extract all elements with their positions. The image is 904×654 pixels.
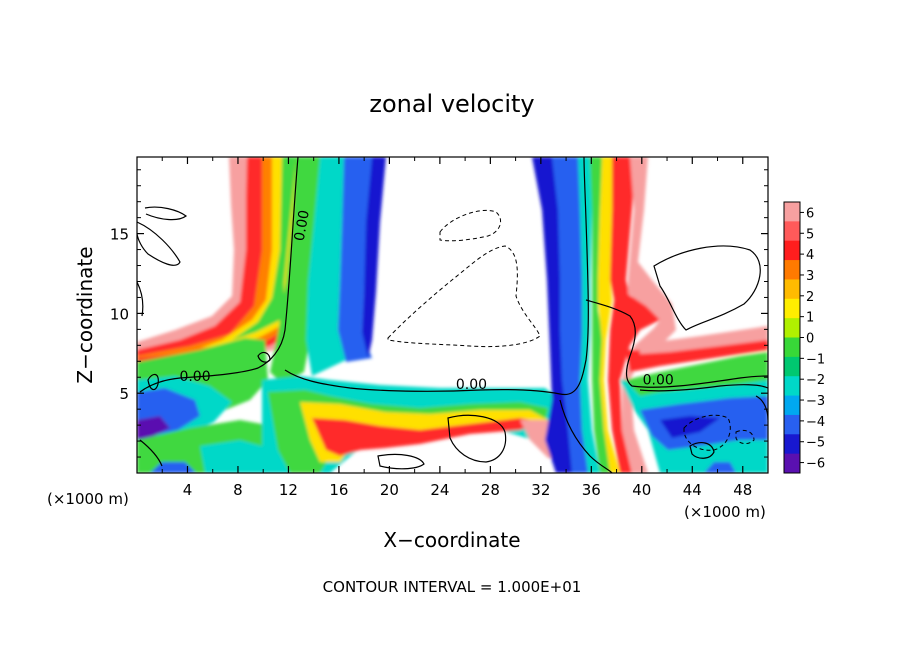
field-band-lower-right-green xyxy=(625,352,768,396)
field-band-lower-right-violet xyxy=(660,416,720,438)
colorbar-swatch xyxy=(784,318,800,338)
plot-frame xyxy=(136,156,769,474)
contour-lines xyxy=(137,157,768,473)
colorbar-tick-label: 4 xyxy=(806,248,814,263)
colorbar-swatch xyxy=(784,202,800,222)
x-tick-label: 24 xyxy=(430,481,449,499)
colorbar-tick-label: −1 xyxy=(806,352,825,367)
contour-upper-left-inner xyxy=(144,206,188,221)
x-tick-label: 48 xyxy=(733,481,752,499)
contour-label: 0.00 xyxy=(643,372,674,388)
field-band-lower-left-cyan xyxy=(200,440,262,473)
colorbar-tick-label: 0 xyxy=(806,332,814,347)
contour-label: 0.00 xyxy=(179,369,210,385)
contour-label: 0.00 xyxy=(456,377,487,393)
colorbar-swatch xyxy=(784,376,800,397)
contour-labels: 0.00 0.00 0.00 0.00 xyxy=(179,209,673,393)
field-band-right-column-pink xyxy=(622,157,676,473)
x-tick-label: 20 xyxy=(380,481,399,499)
field-band-right-column-green xyxy=(590,157,612,473)
colorbar-swatch xyxy=(784,298,800,319)
contour-right-upper-loop xyxy=(653,245,761,331)
colorbar-swatch xyxy=(784,279,800,300)
field-band-left-plume-green xyxy=(232,157,296,340)
contour-lower-left-edge xyxy=(139,439,163,467)
colorbar-swatch xyxy=(784,240,800,261)
colorbar-tick-label: −3 xyxy=(806,394,825,409)
y-axis-label: Z−coordinate xyxy=(73,246,97,383)
field-band-central-column-blue xyxy=(338,157,374,362)
x-tick-label: 32 xyxy=(531,481,550,499)
x-tick-label: 12 xyxy=(279,481,298,499)
colorbar-tick-label: 2 xyxy=(806,290,814,305)
colorbar-swatch xyxy=(784,453,800,474)
field-band-right-column-blue xyxy=(552,157,590,473)
x-tick-label: 44 xyxy=(683,481,702,499)
contour-zero-shear-layer xyxy=(284,157,589,396)
colorbar-tick-label: −2 xyxy=(806,373,825,388)
colorbar-tick-label: −6 xyxy=(806,457,825,472)
colorbar-swatch xyxy=(784,221,800,242)
contour-zero-left-plume xyxy=(139,157,299,393)
colorbar-tick-label: 1 xyxy=(806,311,814,326)
contour-right-lower-loop xyxy=(639,384,768,392)
colorbar-swatch xyxy=(784,414,800,435)
colorbar-tick-label: 5 xyxy=(806,227,814,242)
x-tick-label: 8 xyxy=(233,481,243,499)
x-unit-label-right: (×1000 m) xyxy=(684,503,766,521)
colorbar-tick-label: 3 xyxy=(806,269,814,284)
field-band-right-column-yellow xyxy=(598,157,620,473)
x-tick-label: 28 xyxy=(481,481,500,499)
dashed-contour-upper xyxy=(439,209,502,242)
field-band-upper-right-red xyxy=(626,336,768,372)
chart-title: zonal velocity xyxy=(369,90,534,118)
x-axis: 4 8 12 16 20 24 28 32 36 40 44 48 xyxy=(161,157,752,499)
x-tick-label: 36 xyxy=(582,481,601,499)
field-band-shear-layer-red xyxy=(312,418,540,456)
colorbar-swatch xyxy=(784,337,800,358)
dashed-contour-center xyxy=(387,245,541,348)
y-axis: 5 10 15 xyxy=(110,169,768,458)
contour-center-lower-loop xyxy=(447,414,507,463)
x-unit-label-left: (×1000 m) xyxy=(47,490,129,508)
x-tick-label: 40 xyxy=(632,481,651,499)
field-band-central-column-cyan xyxy=(306,157,346,376)
contour-left-small-loop xyxy=(257,351,271,363)
negative-contour-lines xyxy=(387,209,755,451)
field-band-central-column-violet xyxy=(362,157,386,358)
colorbar-swatch xyxy=(784,260,800,280)
contour-lower-right-small xyxy=(689,442,715,459)
field-band-right-column-cyan xyxy=(578,157,600,473)
field-band-right-column-red xyxy=(608,157,660,473)
x-axis-label: X−coordinate xyxy=(383,528,520,552)
contour-label: 0.00 xyxy=(292,209,313,242)
contour-upper-left-outer xyxy=(137,221,181,266)
y-tick-label: 15 xyxy=(110,226,129,244)
contour-zero-lower-center xyxy=(559,399,613,473)
x-tick-label: 4 xyxy=(183,481,193,499)
dashed-contour-lower-right-small xyxy=(735,429,755,445)
colorbar-swatch xyxy=(784,356,800,377)
field-band-upper-right-pink xyxy=(640,326,768,354)
colorbar-tick-label: −5 xyxy=(806,436,825,451)
field-band-left-margin-violet xyxy=(137,416,170,440)
y-tick-label: 10 xyxy=(110,305,129,323)
colorbar-swatch xyxy=(784,434,800,455)
y-tick-label: 5 xyxy=(119,385,129,403)
colorbar: 6 5 4 3 2 1 0 −1 −2 −3 −4 −5 −6 xyxy=(783,201,825,474)
x-tick-label: 16 xyxy=(329,481,348,499)
colorbar-tick-label: 6 xyxy=(806,206,814,221)
colorbar-swatch xyxy=(784,395,800,416)
contour-zero-right-column xyxy=(585,299,768,388)
contour-interval-note: CONTOUR INTERVAL = 1.000E+01 xyxy=(323,578,582,596)
field-band-lower-right-edge-blue xyxy=(704,462,736,473)
colorbar-tick-label: −4 xyxy=(806,415,825,430)
contour-left-mid-loop xyxy=(147,373,159,391)
